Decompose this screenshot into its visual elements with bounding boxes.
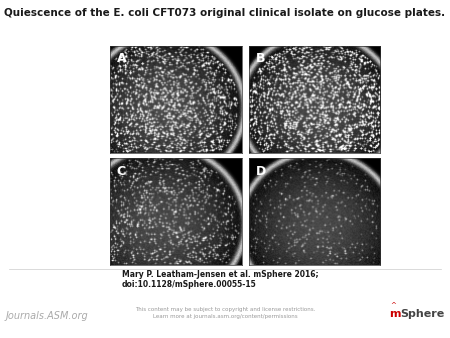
- Text: D: D: [256, 165, 266, 177]
- Text: Mary P. Leatham-Jensen et al. mSphere 2016;: Mary P. Leatham-Jensen et al. mSphere 20…: [122, 270, 318, 279]
- Text: A: A: [117, 52, 126, 65]
- Text: C: C: [117, 165, 126, 177]
- Text: Sphere: Sphere: [400, 309, 444, 319]
- Text: Learn more at journals.asm.org/content/permissions: Learn more at journals.asm.org/content/p…: [153, 314, 297, 319]
- Text: m: m: [389, 309, 401, 319]
- Text: Quiescence of the E. coli CFT073 original clinical isolate on glucose plates.: Quiescence of the E. coli CFT073 origina…: [4, 8, 446, 19]
- Text: ^: ^: [390, 302, 396, 308]
- Text: B: B: [256, 52, 265, 65]
- Text: This content may be subject to copyright and license restrictions.: This content may be subject to copyright…: [135, 307, 315, 312]
- Text: Journals.ASM.org: Journals.ASM.org: [6, 311, 89, 321]
- Text: doi:10.1128/mSphere.00055-15: doi:10.1128/mSphere.00055-15: [122, 280, 256, 289]
